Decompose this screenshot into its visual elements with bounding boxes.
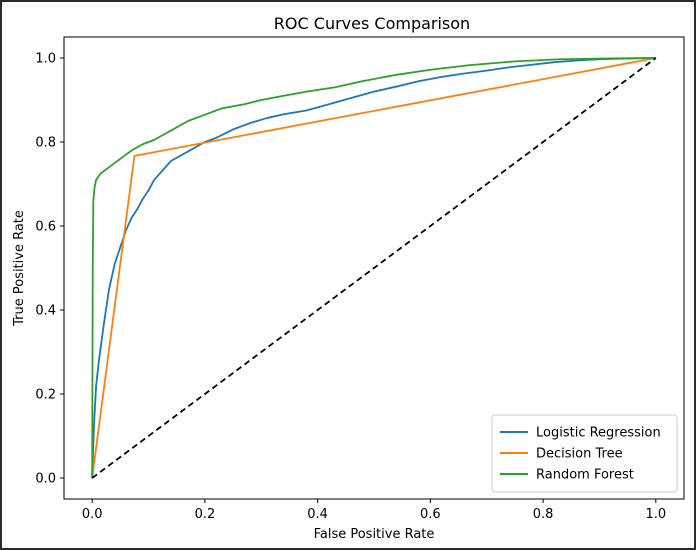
y-tick-label: 0.2 — [35, 388, 56, 403]
x-tick-label: 0.8 — [533, 507, 554, 522]
series-lines — [91, 57, 657, 479]
y-tick-label: 0.6 — [35, 220, 56, 235]
legend: Logistic Regression Decision Tree Random F… — [491, 414, 678, 493]
legend-box — [491, 414, 678, 493]
y-tick-label: 0.0 — [35, 472, 56, 487]
x-tick-label: 0.2 — [195, 507, 216, 522]
x-tick-label: 0.6 — [420, 507, 441, 522]
x-axis-label: False Positive Rate — [314, 527, 435, 542]
series-line-decision-tree — [91, 57, 656, 479]
x-tick-label: 1.0 — [645, 507, 666, 522]
series-line-random-forest — [91, 57, 656, 479]
y-tick-label: 0.4 — [35, 304, 56, 319]
y-tick-label: 0.8 — [35, 136, 56, 151]
legend-label: Random Forest — [536, 468, 634, 483]
legend-label: Logistic Regression — [536, 426, 661, 441]
axis-ticks: 0.0 0.2 0.4 0.6 0.8 1.0 0.0 0.2 0.4 0.6 0.8 1.0 — [35, 52, 666, 523]
y-axis-label: True Positive Rate — [12, 210, 27, 327]
chart-title: ROC Curves Comparison — [274, 14, 470, 33]
chance-diagonal-line — [91, 57, 657, 479]
y-tick-label: 1.0 — [35, 52, 56, 67]
x-tick-label: 0.0 — [82, 507, 103, 522]
series-line-logistic-regression — [91, 57, 656, 479]
x-tick-label: 0.4 — [307, 507, 328, 522]
legend-label: Decision Tree — [536, 447, 623, 462]
